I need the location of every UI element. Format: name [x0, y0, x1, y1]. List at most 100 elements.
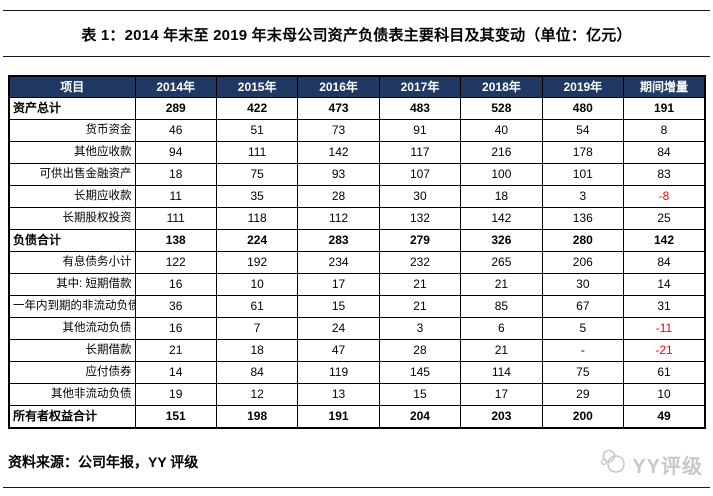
cell-value: 84 — [623, 251, 706, 274]
balance-sheet-table: 项目 2014年 2015年 2016年 2017年 2018年 2019年 期间增量 资产总… — [8, 75, 706, 429]
watermark-text: YY评级 — [632, 456, 703, 478]
cell-value: 473 — [297, 97, 380, 120]
cell-value: 191 — [623, 97, 706, 120]
row-label: 一年内到期的非流动负债 — [8, 295, 136, 318]
column-header: 2014年 — [134, 75, 217, 98]
cell-value: 16 — [134, 317, 217, 340]
row-label: 负债合计 — [8, 229, 136, 252]
row-label: 应付债券 — [8, 361, 136, 384]
cell-value: 151 — [134, 405, 217, 429]
cell-value: 289 — [134, 97, 217, 120]
cell-value: 35 — [215, 185, 299, 208]
table-row: 负债合计 138 224 283 279 326 280 142 — [8, 229, 706, 252]
cell-value: 85 — [460, 295, 543, 318]
row-label: 其他非流动负债 — [8, 383, 136, 406]
cell-value: 54 — [541, 119, 625, 142]
cell-value: 119 — [297, 361, 380, 384]
cell-value: 326 — [460, 229, 543, 252]
cell-value: 21 — [378, 273, 462, 296]
cell-value: 18 — [460, 185, 543, 208]
column-header: 2015年 — [215, 75, 299, 98]
cell-value: 75 — [215, 163, 299, 186]
cell-value: 17 — [460, 383, 543, 406]
row-label: 长期应收款 — [8, 185, 136, 208]
cell-value: 145 — [378, 361, 462, 384]
cell-value: 11 — [134, 185, 217, 208]
table-header-row: 项目 2014年 2015年 2016年 2017年 2018年 2019年 期间增量 — [8, 75, 706, 98]
table-row: 其他流动负债 16 7 24 3 6 5 -11 — [8, 317, 706, 340]
cell-value: 14 — [623, 273, 706, 296]
table-row: 有息债务小计 122 192 234 232 265 206 84 — [8, 251, 706, 274]
table-row: 一年内到期的非流动负债 36 61 15 21 85 67 31 — [8, 295, 706, 318]
table-row: 其中: 短期借款 16 10 17 21 21 30 14 — [8, 273, 706, 296]
balance-sheet-table-container: 项目 2014年 2015年 2016年 2017年 2018年 2019年 期间增量 资产总… — [8, 75, 706, 429]
cell-value: 114 — [460, 361, 543, 384]
cell-value: 31 — [623, 295, 706, 318]
column-header: 期间增量 — [623, 75, 706, 98]
cell-value: 122 — [134, 251, 217, 274]
cell-value: 138 — [134, 229, 217, 252]
cell-value: 107 — [378, 163, 462, 186]
cell-value: 8 — [623, 119, 706, 142]
cell-value: 84 — [215, 361, 299, 384]
column-header: 项目 — [8, 75, 136, 98]
cell-value: 234 — [297, 251, 380, 274]
row-label: 所有者权益合计 — [8, 405, 136, 429]
cell-value: 49 — [623, 405, 706, 429]
column-header: 2017年 — [378, 75, 462, 98]
row-label: 长期借款 — [8, 339, 136, 362]
cell-value: 29 — [541, 383, 625, 406]
cell-value: 36 — [134, 295, 217, 318]
column-header: 2019年 — [541, 75, 625, 98]
cell-value: 101 — [541, 163, 625, 186]
cell-value: 13 — [297, 383, 380, 406]
cell-value: 30 — [378, 185, 462, 208]
cell-value: 204 — [378, 405, 462, 429]
cell-value: 7 — [215, 317, 299, 340]
cell-value: 24 — [297, 317, 380, 340]
cell-value: 112 — [297, 207, 380, 230]
cell-value: 206 — [541, 251, 625, 274]
cell-value: 279 — [378, 229, 462, 252]
row-label: 其中: 短期借款 — [8, 273, 136, 296]
cell-value: 83 — [623, 163, 706, 186]
cell-value: 132 — [378, 207, 462, 230]
cell-value: 283 — [297, 229, 380, 252]
cell-value: 191 — [297, 405, 380, 429]
watermark: YY评级 — [599, 448, 703, 481]
cell-value: 280 — [541, 229, 625, 252]
cell-value: 84 — [623, 141, 706, 164]
table-row: 其他非流动负债 19 12 13 15 17 29 10 — [8, 383, 706, 406]
cell-value: 19 — [134, 383, 217, 406]
cell-value: 5 — [541, 317, 625, 340]
cell-value: 94 — [134, 141, 217, 164]
cell-value: 117 — [378, 141, 462, 164]
row-label: 长期股权投资 — [8, 207, 136, 230]
cell-value: 528 — [460, 97, 543, 120]
yy-logo-icon — [599, 448, 629, 481]
table-row: 长期借款 21 18 47 28 21- -21 — [8, 339, 706, 362]
row-label: 可供出售金融资产 — [8, 163, 136, 186]
page-title: 表 1：2014 年末至 2019 年末母公司资产负债表主要科目及其变动（单位：… — [81, 27, 632, 44]
table-row: 货币资金 46 51 73 91 40 54 8 — [8, 119, 706, 142]
cell-value: 10 — [215, 273, 299, 296]
cell-value: 21 — [378, 295, 462, 318]
cell-value: 93 — [297, 163, 380, 186]
cell-value: 136 — [541, 207, 625, 230]
cell-value: 40 — [460, 119, 543, 142]
cell-value: 15 — [297, 295, 380, 318]
row-label: 有息债务小计 — [8, 251, 136, 274]
cell-value: 216 — [460, 141, 543, 164]
cell-value: 91 — [378, 119, 462, 142]
cell-value: 111 — [134, 207, 217, 230]
row-label: 资产总计 — [8, 97, 136, 120]
cell-value: 118 — [215, 207, 299, 230]
cell-value: 28 — [378, 339, 462, 362]
cell-value: 192 — [215, 251, 299, 274]
row-label: 其他流动负债 — [8, 317, 136, 340]
cell-value: -11 — [623, 317, 706, 340]
cell-value: 100 — [460, 163, 543, 186]
cell-value: 61 — [215, 295, 299, 318]
cell-value: 61 — [623, 361, 706, 384]
table-row: 长期股权投资 111 118 112 132 142 136 25 — [8, 207, 706, 230]
